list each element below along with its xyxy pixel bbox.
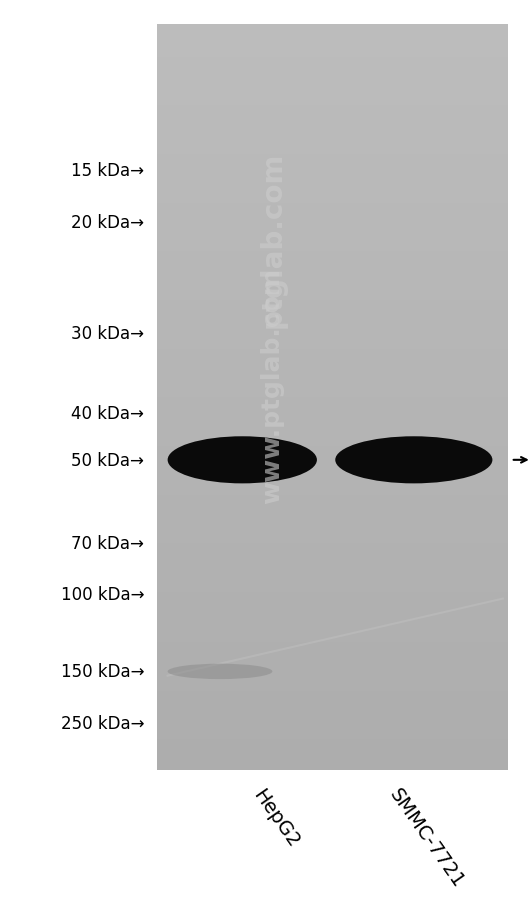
- Text: 150 kDa→: 150 kDa→: [60, 663, 144, 681]
- Text: 250 kDa→: 250 kDa→: [60, 714, 144, 732]
- Text: ptglab.com: ptglab.com: [259, 152, 286, 327]
- Text: SMMC-7721: SMMC-7721: [385, 785, 467, 891]
- Text: 50 kDa→: 50 kDa→: [71, 451, 144, 469]
- Ellipse shape: [167, 437, 317, 483]
- Text: 100 kDa→: 100 kDa→: [60, 585, 144, 603]
- Text: 70 kDa→: 70 kDa→: [71, 534, 144, 552]
- Text: HepG2: HepG2: [249, 785, 303, 850]
- Text: 30 kDa→: 30 kDa→: [71, 325, 144, 343]
- Text: 15 kDa→: 15 kDa→: [71, 162, 144, 180]
- Bar: [157, 25, 508, 770]
- Ellipse shape: [167, 664, 272, 679]
- Text: 20 kDa→: 20 kDa→: [71, 214, 144, 232]
- Text: 40 kDa→: 40 kDa→: [71, 404, 144, 422]
- Ellipse shape: [335, 437, 492, 483]
- Text: www.ptglab.com: www.ptglab.com: [260, 267, 285, 503]
